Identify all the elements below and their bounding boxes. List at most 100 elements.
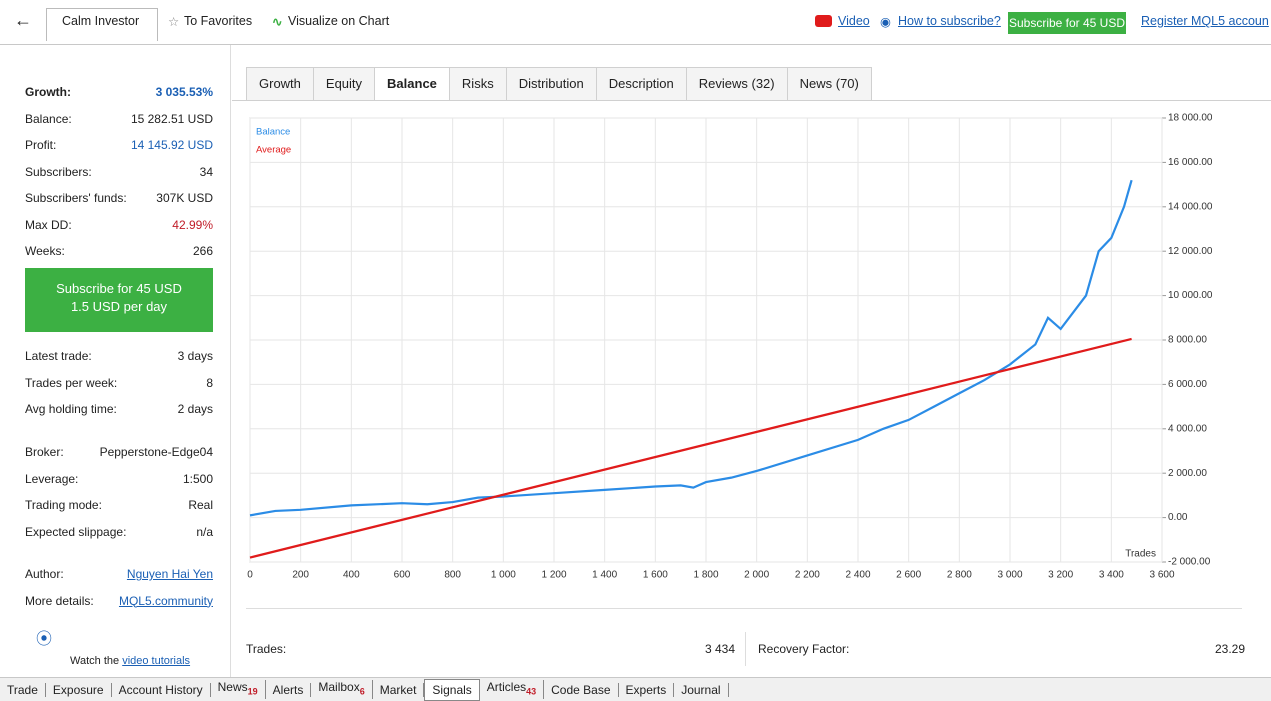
bottom-tab-name: News — [217, 680, 248, 695]
star-icon: ☆ — [168, 15, 180, 29]
bottom-tab[interactable]: Journal — [674, 682, 729, 697]
badge: 43 — [526, 686, 537, 697]
stat-label: Subscribers: — [25, 164, 92, 179]
x-tick-label: 400 — [343, 570, 360, 581]
bottom-tab[interactable]: Alerts — [266, 682, 312, 697]
video-icon — [815, 15, 832, 27]
tab[interactable]: Distribution — [505, 67, 597, 100]
stat-value: Pepperstone-Edge04 — [99, 445, 213, 459]
how-link[interactable]: How to subscribe? — [898, 14, 1001, 28]
stat-row: Weeks: 266 — [25, 244, 213, 262]
y-tick-label: 10 000.00 — [1168, 290, 1213, 301]
stat-value: 34 — [199, 164, 213, 179]
stat-label: Broker: — [25, 445, 64, 459]
bottom-tab[interactable]: Market — [373, 682, 425, 697]
bottom-tab-name: Experts — [625, 682, 667, 697]
stat-label: Trades per week: — [25, 375, 118, 390]
stat-value[interactable]: MQL5.community — [118, 593, 213, 608]
subscribe-top-button[interactable]: Subscribe for 45 USD — [1008, 12, 1126, 34]
tab[interactable]: Equity — [312, 67, 376, 100]
back-button[interactable]: ← — [14, 10, 32, 30]
stat-label: Growth: — [25, 85, 71, 99]
stat-row: Broker: Pepperstone-Edge04 — [25, 445, 213, 463]
stat-label: Max DD: — [25, 217, 72, 232]
x-tick-label: 1 800 — [693, 570, 718, 581]
tab[interactable]: News (70) — [786, 67, 872, 100]
x-tick-label: 3 000 — [997, 570, 1022, 581]
stat-value: 15 282.51 USD — [130, 111, 213, 126]
bottom-tab[interactable]: Mailbox6 — [311, 680, 373, 699]
x-tick-label: 3 400 — [1099, 570, 1124, 581]
stat-value: 266 — [192, 244, 213, 258]
stat-label: Leverage: — [25, 471, 79, 486]
x-tick-label: 2 600 — [896, 570, 921, 581]
summary-value: 23.29 — [1214, 642, 1245, 656]
bottom-tab[interactable]: Code Base — [544, 682, 619, 697]
tab[interactable]: Balance — [374, 67, 450, 100]
stat-row: Avg holding time: 2 days — [25, 402, 213, 420]
bottom-tab[interactable]: Exposure — [46, 682, 112, 697]
bottom-tab[interactable]: Signals — [424, 678, 480, 701]
tab[interactable]: Description — [595, 67, 687, 100]
stat-row: Balance: 15 282.51 USD — [25, 112, 213, 130]
x-tick-label: 2 400 — [845, 570, 870, 581]
chart-icon: ∿ — [272, 15, 283, 29]
tab[interactable]: Reviews (32) — [685, 67, 788, 100]
register-link[interactable]: Register MQL5 accoun — [1141, 14, 1269, 28]
stat-row: Growth: 3 035.53% — [25, 85, 213, 103]
x-axis-label: Trades — [1125, 549, 1156, 560]
y-tick-label: 4 000.00 — [1168, 423, 1207, 434]
y-tick-label: -2 000.00 — [1168, 557, 1211, 568]
subscribe-line: Subscribe for 45 USD — [56, 281, 182, 296]
stat-label: Trading mode: — [25, 498, 102, 512]
stat-value: Real — [188, 498, 213, 512]
y-tick-label: 0.00 — [1168, 512, 1188, 523]
stat-label: Profit: — [25, 138, 57, 152]
tutorial-link[interactable]: video tutorials — [122, 655, 191, 667]
stat-row: Max DD: 42.99% — [25, 218, 213, 236]
bottom-tab[interactable]: Experts — [619, 682, 675, 697]
x-tick-label: 2 000 — [744, 570, 769, 581]
tab[interactable]: Risks — [448, 67, 507, 100]
legend-entry: Average — [256, 145, 291, 156]
bottom-tab[interactable]: Articles43 — [480, 680, 545, 699]
tutorial-prefix: Watch the — [70, 655, 120, 667]
subscribe-button[interactable]: Subscribe for 45 USD 1.5 USD per day — [25, 268, 213, 332]
series-line — [249, 179, 1133, 517]
sidebar: Subscribe for 45 USD 1.5 USD per day ⦿ W… — [0, 45, 231, 678]
bottom-tab-name: Mailbox — [318, 680, 360, 695]
tab[interactable]: Growth — [246, 67, 314, 100]
bottom-tab-name: Trade — [7, 682, 38, 697]
stat-value: 3 days — [177, 349, 213, 363]
stat-value: 2 days — [177, 402, 213, 416]
bottom-tab-name: Exposure — [52, 682, 104, 697]
x-tick-label: 1 200 — [541, 570, 566, 581]
stat-label: Weeks: — [25, 244, 65, 258]
stat-label: Latest trade: — [25, 349, 92, 363]
video-link[interactable]: Video — [838, 14, 870, 28]
y-tick-label: 2 000.00 — [1168, 468, 1207, 479]
bottom-tab[interactable]: Trade — [0, 682, 46, 697]
stat-value: 8 — [206, 375, 213, 390]
x-tick-label: 200 — [292, 570, 309, 581]
favorites-button[interactable]: To Favorites — [184, 14, 253, 28]
badge: 19 — [247, 686, 258, 697]
visualize-button[interactable]: Visualize on Chart — [288, 14, 390, 28]
bottom-tab[interactable]: News19 — [211, 680, 266, 699]
x-tick-label: 1 000 — [491, 570, 516, 581]
bottom-tab-name: Account History — [118, 682, 203, 697]
y-tick-label: 14 000.00 — [1168, 201, 1213, 212]
stat-row: Trading mode: Real — [25, 498, 213, 516]
bottom-tab[interactable]: Account History — [112, 682, 211, 697]
stat-label: Subscribers' funds: — [25, 191, 127, 205]
separator — [246, 608, 1242, 609]
stat-row: Subscribers' funds: 307K USD — [25, 191, 213, 209]
tutorial: Watch the video tutorials — [70, 655, 190, 667]
stat-value: 1:500 — [182, 471, 213, 486]
stat-value[interactable]: Nguyen Hai Yen — [126, 567, 213, 581]
summary-divider — [745, 632, 746, 666]
x-tick-label: 1 600 — [643, 570, 668, 581]
stat-row: Leverage: 1:500 — [25, 472, 213, 490]
stat-row: More details: MQL5.community — [25, 594, 213, 612]
